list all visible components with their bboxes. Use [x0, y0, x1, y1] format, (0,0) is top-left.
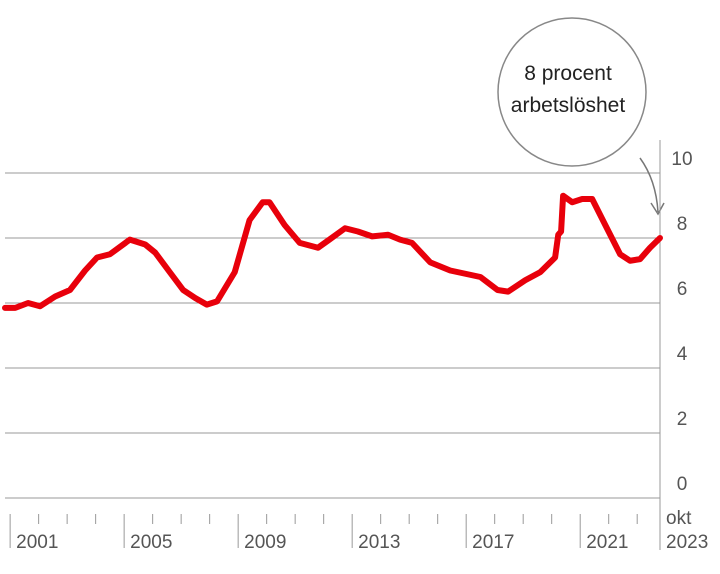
x-end-label: okt [666, 508, 692, 529]
annotation-line: arbetslöshet [511, 94, 626, 117]
annotation-line: 8 procent [524, 62, 612, 85]
annotation-arrowhead [650, 202, 665, 216]
y-tick-label: 4 [677, 344, 688, 365]
y-tick-label: 10 [671, 149, 692, 170]
x-tick-label: 2013 [358, 532, 400, 553]
y-tick-label: 8 [677, 214, 688, 235]
x-tick-label: 2017 [472, 532, 514, 553]
annotation-arrow [639, 157, 659, 213]
x-tick-label: 2021 [586, 532, 628, 553]
line [2, 192, 663, 311]
x-tick-label: 2001 [16, 532, 58, 553]
y-tick-label: 6 [677, 279, 688, 300]
y-tick-label: 0 [677, 474, 688, 495]
x-tick-label: 2005 [130, 532, 172, 553]
x-end-label: 2023 [666, 532, 708, 553]
y-tick-label: 2 [677, 409, 688, 430]
annotation-circle [497, 17, 647, 167]
x-tick-label: 2009 [244, 532, 286, 553]
